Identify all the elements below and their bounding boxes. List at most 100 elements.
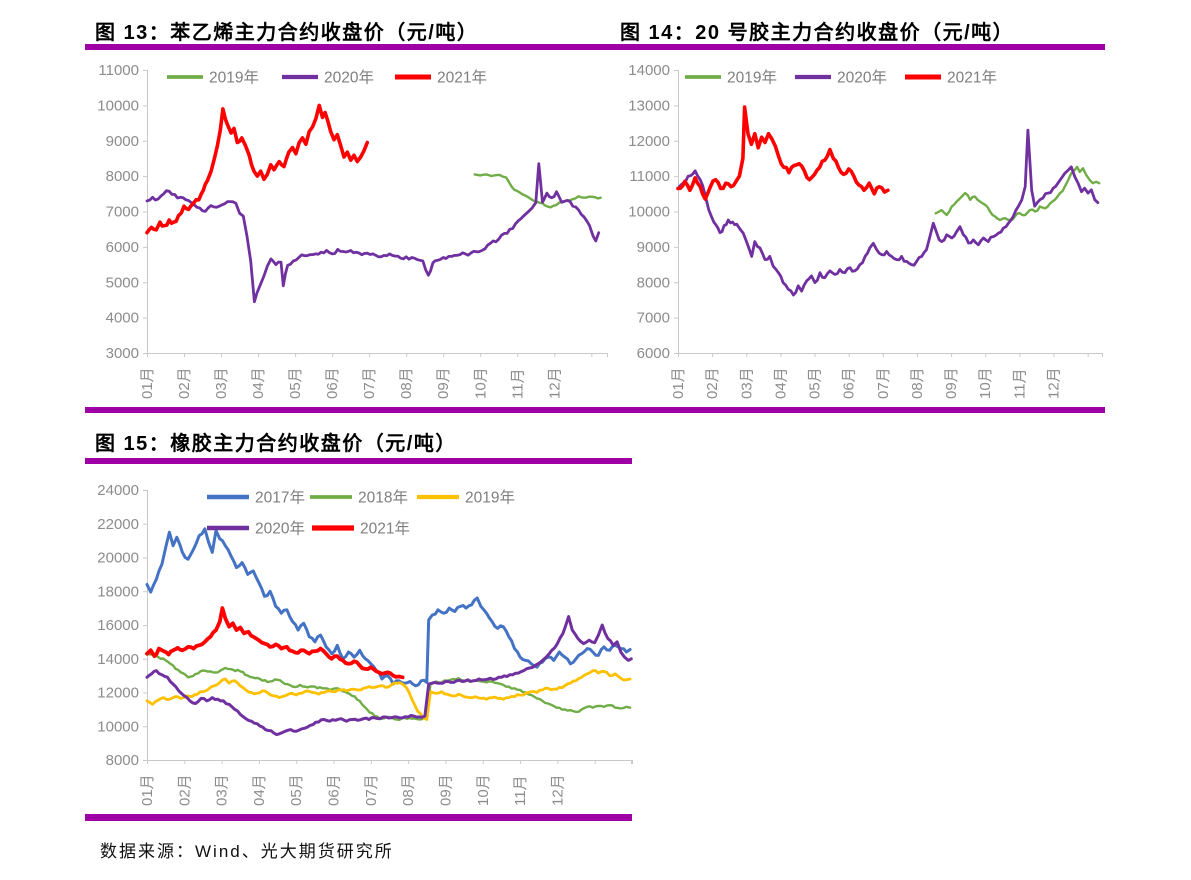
legend-label: 2018年: [358, 489, 408, 507]
x-tick-label: 10月: [475, 774, 492, 806]
y-tick-label: 18000: [97, 583, 139, 600]
x-tick-label: 03月: [738, 367, 755, 399]
series-line-2020年: [676, 128, 1100, 297]
y-tick-label: 6000: [106, 239, 139, 256]
x-tick-label: 03月: [214, 774, 231, 806]
x-tick-label: 01月: [139, 367, 156, 399]
series-line-2020年: [145, 162, 601, 304]
x-tick-label: 05月: [288, 774, 305, 806]
divider-bar-top: [85, 44, 1105, 50]
x-tick-label: 08月: [909, 367, 926, 399]
divider-bar-middle: [85, 407, 1105, 413]
x-axis-labels: 01月 02月 03月 04月 05月 06月 07月 08月 09月 10月 11月 12月: [670, 367, 1063, 399]
chart-canvas-fig15: 24000 22000 20000 18000 16000 14000 12000 10000…: [97, 482, 633, 806]
y-tick-label: 8000: [106, 752, 139, 769]
y-tick-label: 24000: [97, 482, 139, 499]
figure-13-title: 图 13：苯乙烯主力合约收盘价（元/吨）: [95, 22, 479, 44]
x-tick-label: 06月: [326, 774, 343, 806]
y-tick-label: 12000: [628, 133, 670, 150]
legend-item-2018年: 2018年: [310, 489, 408, 507]
figure-15-title: 图 15：橡胶主力合约收盘价（元/吨）: [95, 433, 457, 455]
y-axis-labels: 24000 22000 20000 18000 16000 14000 12000 10000…: [97, 482, 139, 769]
legend-item-2021年: 2021年: [905, 69, 997, 87]
legend-label: 2021年: [437, 69, 487, 87]
x-tick-label: 09月: [943, 367, 960, 399]
figure-14-title: 图 14：20 号胶主力合约收盘价（元/吨）: [620, 22, 1015, 44]
x-tick-label: 10月: [472, 367, 489, 399]
legend-label: 2019年: [727, 69, 777, 87]
series-line-2017年: [145, 527, 632, 688]
y-axis-labels: 14000 13000 12000 11000 10000 9000 8000 7000 600…: [628, 62, 670, 362]
legend-item-2020年: 2020年: [207, 520, 305, 538]
x-axis-labels: 01月 02月 03月 04月 05月 06月 07月 08月 09月 10月 11月 12月: [139, 367, 563, 399]
legend-label: 2019年: [465, 489, 515, 507]
y-tick-label: 11000: [629, 168, 670, 185]
x-tick-label: 11月: [509, 368, 526, 399]
y-tick-label: 8000: [637, 274, 670, 291]
y-tick-label: 20000: [97, 550, 139, 567]
y-tick-label: 7000: [106, 204, 139, 221]
legend-label: 2020年: [324, 69, 374, 87]
series-line-2019年: [934, 165, 1101, 222]
x-tick-label: 09月: [435, 367, 452, 399]
legend-label: 2021年: [947, 69, 997, 87]
y-tick-label: 6000: [637, 345, 670, 362]
figure-14-chart: 14000 13000 12000 11000 10000 9000 8000 7000 600…: [610, 52, 1107, 402]
y-axis-labels: 11000 10000 9000 8000 7000 6000 5000 4000 3000: [97, 62, 139, 362]
y-tick-label: 5000: [106, 274, 139, 291]
data-source-note: 数据来源：Wind、光大期货研究所: [100, 842, 394, 861]
series-line-2021年: [676, 105, 890, 201]
series-line-2021年: [145, 103, 370, 235]
series-line-2019年: [473, 173, 602, 209]
legend-item-2019年: 2019年: [167, 69, 259, 87]
x-tick-label: 07月: [875, 367, 892, 399]
x-tick-label: 04月: [772, 367, 789, 399]
x-tick-label: 04月: [251, 774, 268, 806]
x-tick-label: 04月: [250, 367, 267, 399]
legend-item-2017年: 2017年: [207, 489, 305, 507]
chart-canvas-fig14: 14000 13000 12000 11000 10000 9000 8000 7000 600…: [628, 62, 1103, 399]
x-tick-label: 03月: [213, 367, 230, 399]
y-tick-label: 16000: [97, 617, 139, 634]
axes: [143, 70, 608, 357]
figure-13-chart: 11000 10000 9000 8000 7000 6000 5000 4000 3000 01…: [85, 52, 610, 402]
x-tick-label: 07月: [363, 774, 380, 806]
series-line-2021年: [145, 606, 405, 680]
chart-canvas-fig13: 11000 10000 9000 8000 7000 6000 5000 4000 300001…: [97, 62, 608, 399]
x-tick-label: 02月: [176, 774, 193, 806]
legend-item-2019年: 2019年: [685, 69, 777, 87]
figure-15-title-underline: [85, 458, 632, 464]
x-tick-label: 10月: [977, 367, 994, 399]
legend-label: 2019年: [209, 69, 259, 87]
y-tick-label: 10000: [97, 97, 139, 114]
y-tick-label: 9000: [637, 239, 670, 256]
axes: [674, 70, 1103, 357]
x-tick-label: 09月: [437, 774, 454, 806]
y-tick-label: 9000: [106, 133, 139, 150]
x-tick-label: 05月: [287, 367, 304, 399]
x-tick-label: 08月: [400, 774, 417, 806]
legend-label: 2017年: [255, 489, 305, 507]
x-tick-label: 12月: [549, 774, 566, 806]
x-tick-label: 02月: [704, 367, 721, 399]
series-line-2020年: [145, 615, 633, 737]
y-tick-label: 22000: [97, 516, 139, 533]
legend-item-2020年: 2020年: [282, 69, 374, 87]
x-tick-label: 02月: [176, 367, 193, 399]
legend-label: 2020年: [255, 520, 305, 538]
legend: 2019年 2020年 2021年: [685, 69, 997, 87]
legend-item-2020年: 2020年: [795, 69, 887, 87]
y-tick-label: 14000: [628, 62, 670, 79]
x-tick-label: 12月: [1046, 367, 1063, 399]
x-tick-label: 11月: [1011, 368, 1028, 399]
y-tick-label: 13000: [628, 97, 670, 114]
y-tick-label: 8000: [106, 168, 139, 185]
x-tick-label: 05月: [807, 367, 824, 399]
x-tick-label: 01月: [139, 774, 156, 806]
x-tick-label: 08月: [398, 367, 415, 399]
x-tick-label: 06月: [324, 367, 341, 399]
y-tick-label: 10000: [628, 204, 670, 221]
y-tick-label: 7000: [637, 310, 670, 327]
x-tick-label: 11月: [512, 775, 529, 806]
